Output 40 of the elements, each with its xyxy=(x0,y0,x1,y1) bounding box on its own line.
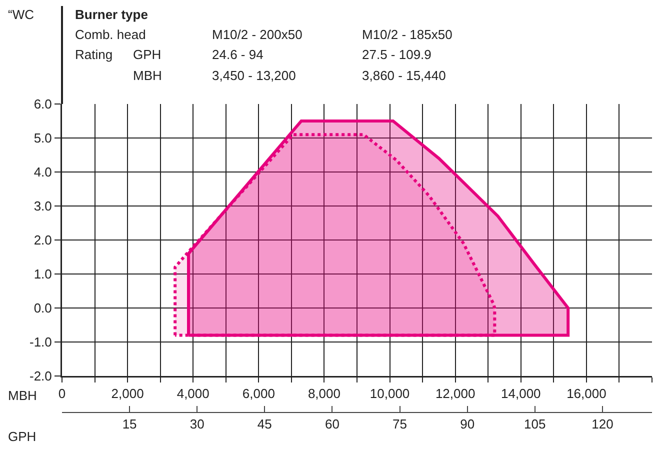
y-tick-label: 5.0 xyxy=(34,130,52,146)
x2-axis-title: GPH xyxy=(8,429,36,444)
text: GPH xyxy=(133,47,162,62)
x-tick-label: 8,000 xyxy=(308,386,340,402)
y-tick-label: -2.0 xyxy=(29,368,52,384)
x-tick-label: 4,000 xyxy=(176,386,210,402)
text: Burner type xyxy=(75,7,148,22)
x2-tick-label: 105 xyxy=(524,416,546,432)
text: MBH xyxy=(133,68,162,83)
text: “WC xyxy=(8,7,34,22)
x-tick-label: 10,000 xyxy=(370,386,410,402)
text: M10/2 - 185x50 xyxy=(362,27,452,42)
x-tick-label: 6,000 xyxy=(242,386,275,402)
x2-tick-label: 45 xyxy=(257,416,272,432)
text: 3,860 - 15,440 xyxy=(362,68,446,83)
x-tick-label: 2,000 xyxy=(111,386,144,402)
x2-tick-label: 75 xyxy=(392,416,408,432)
x-tick-label: 14,000 xyxy=(501,386,541,402)
y-tick-label: 1.0 xyxy=(34,266,52,282)
y-tick-label: -1.0 xyxy=(29,334,52,350)
text: 27.5 - 109.9 xyxy=(362,47,432,62)
text: 3,450 - 13,200 xyxy=(212,68,296,83)
text: 24.6 - 94 xyxy=(212,47,264,62)
x-axis-title: MBH xyxy=(8,388,37,403)
text: Comb. head xyxy=(75,27,146,42)
x2-tick-label: 15 xyxy=(122,416,137,432)
y-tick-label: 6.0 xyxy=(34,96,52,112)
x-tick-label: 0 xyxy=(58,386,66,402)
y-tick-label: 4.0 xyxy=(34,164,52,180)
y-tick-label: 2.0 xyxy=(34,232,52,248)
x2-tick-label: 120 xyxy=(592,416,614,432)
x-tick-label: 16,000 xyxy=(566,386,606,402)
text: M10/2 - 200x50 xyxy=(212,27,302,42)
x2-tick-label: 30 xyxy=(190,416,204,432)
x2-tick-label: 60 xyxy=(324,416,340,432)
x2-tick-label: 90 xyxy=(460,416,475,432)
y-tick-label: 0.0 xyxy=(34,300,52,316)
text: Rating xyxy=(75,47,113,62)
x-tick-label: 12,000 xyxy=(435,386,476,402)
y-tick-label: 3.0 xyxy=(34,198,52,214)
